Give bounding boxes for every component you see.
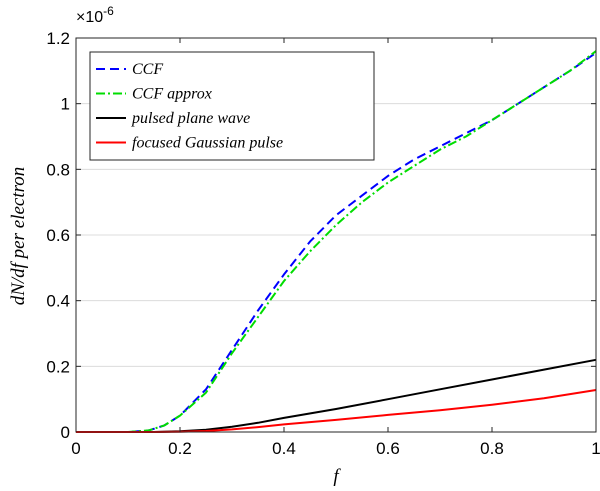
x-tick-label: 0.4 <box>272 439 296 458</box>
grid <box>76 103 596 367</box>
legend-label: CCF approx <box>132 86 212 103</box>
x-tick-label: 0.8 <box>480 439 504 458</box>
x-tick-label: 0 <box>71 439 80 458</box>
y-tick-label: 0.8 <box>46 160 70 179</box>
legend: CCF CCF approx pulsed plane wave focused Ga… <box>89 51 375 161</box>
y-tick-label: 1.2 <box>46 29 70 48</box>
legend-label: pulsed plane wave <box>131 110 250 127</box>
y-multiplier-label: ×10-6 <box>76 4 114 26</box>
x-tick-label: 0.6 <box>376 439 400 458</box>
ticks: 0 0.2 0.4 0.6 0.8 1 1.2 0 0.2 0.4 0.6 0.8 1 <box>46 29 600 458</box>
x-tick-label: 0.2 <box>168 439 192 458</box>
y-tick-label: 0.2 <box>46 357 70 376</box>
legend-label: CCF <box>132 61 163 78</box>
x-axis-label: f <box>333 466 341 487</box>
legend-box <box>89 51 375 161</box>
legend-label: focused Gaussian pulse <box>132 135 283 152</box>
y-tick-label: 1 <box>61 95 70 114</box>
y-tick-label: 0 <box>61 423 70 442</box>
y-tick-label: 0.4 <box>46 292 70 311</box>
y-multiplier-exponent: -6 <box>103 4 114 18</box>
series-line-1 <box>76 50 597 433</box>
y-tick-label: 0.6 <box>46 226 70 245</box>
y-multiplier-base: ×10 <box>76 9 103 26</box>
y-axis-label: dN/df per electron <box>8 167 29 306</box>
x-tick-label: 1 <box>591 439 600 458</box>
